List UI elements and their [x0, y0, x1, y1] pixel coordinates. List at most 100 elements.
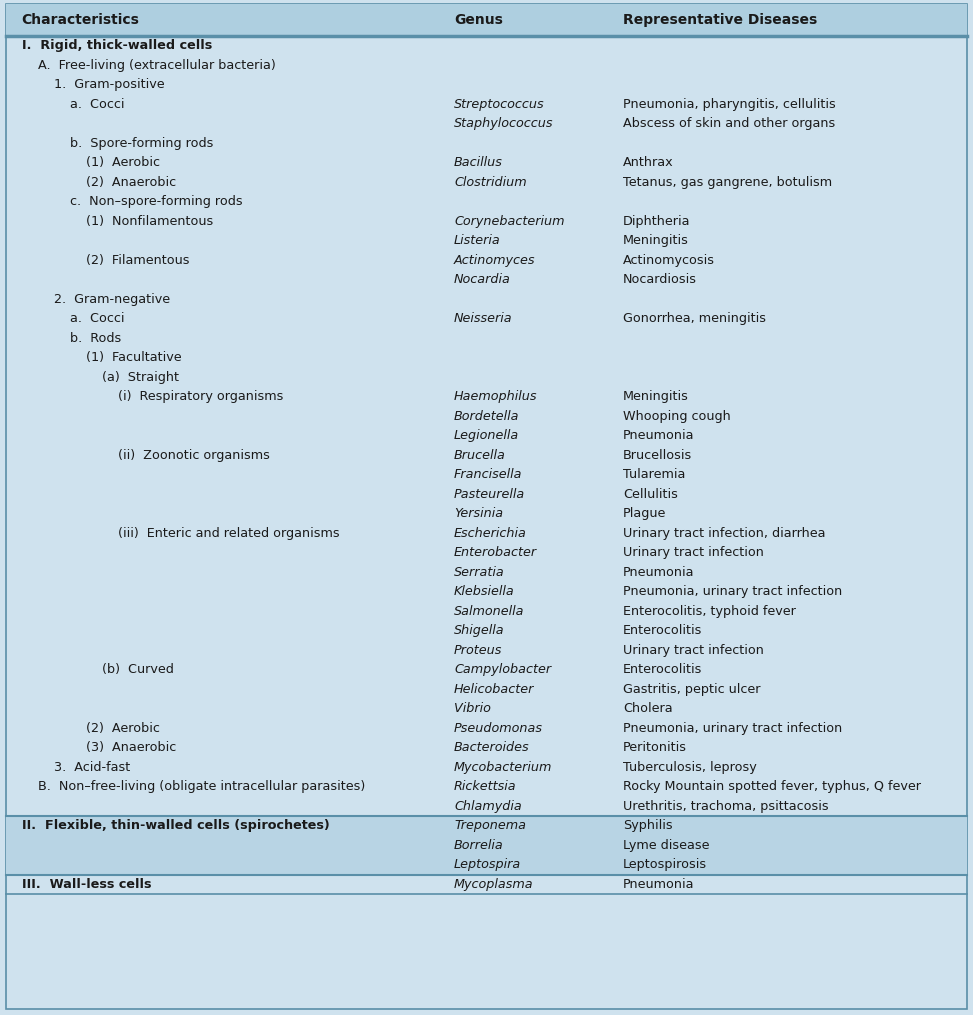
Text: Brucella: Brucella [454, 449, 506, 462]
Text: Legionella: Legionella [454, 429, 520, 443]
Text: Haemophilus: Haemophilus [454, 390, 537, 403]
Text: (ii)  Zoonotic organisms: (ii) Zoonotic organisms [118, 449, 270, 462]
Text: b.  Rods: b. Rods [69, 332, 121, 345]
Text: Shigella: Shigella [454, 624, 505, 637]
Text: III.  Wall-less cells: III. Wall-less cells [21, 878, 151, 891]
Text: Pneumonia: Pneumonia [623, 565, 695, 579]
Text: (1)  Aerobic: (1) Aerobic [86, 156, 160, 170]
Text: (1)  Nonfilamentous: (1) Nonfilamentous [86, 215, 213, 227]
Text: Corynebacterium: Corynebacterium [454, 215, 564, 227]
Text: Vibrio: Vibrio [454, 702, 490, 716]
Text: Pneumonia: Pneumonia [623, 429, 695, 443]
Text: Helicobacter: Helicobacter [454, 683, 534, 695]
Text: Pneumonia: Pneumonia [623, 878, 695, 891]
Text: Campylobacter: Campylobacter [454, 663, 551, 676]
Text: Streptococcus: Streptococcus [454, 97, 545, 111]
Text: Bordetella: Bordetella [454, 410, 520, 423]
Text: Serratia: Serratia [454, 565, 505, 579]
Text: (2)  Filamentous: (2) Filamentous [86, 254, 189, 267]
Text: a.  Cocci: a. Cocci [69, 313, 124, 325]
Text: Pneumonia, urinary tract infection: Pneumonia, urinary tract infection [623, 586, 843, 598]
Text: Salmonella: Salmonella [454, 605, 524, 618]
Text: Actinomycosis: Actinomycosis [623, 254, 715, 267]
Text: Gonorrhea, meningitis: Gonorrhea, meningitis [623, 313, 766, 325]
Text: B.  Non–free-living (obligate intracellular parasites): B. Non–free-living (obligate intracellul… [38, 781, 365, 794]
Text: Chlamydia: Chlamydia [454, 800, 522, 813]
Bar [6, 816, 967, 875]
Text: A.  Free-living (extracellular bacteria): A. Free-living (extracellular bacteria) [38, 59, 275, 72]
Text: Abscess of skin and other organs: Abscess of skin and other organs [623, 118, 836, 130]
Text: Anthrax: Anthrax [623, 156, 673, 170]
Text: Tularemia: Tularemia [623, 468, 686, 481]
Text: Gastritis, peptic ulcer: Gastritis, peptic ulcer [623, 683, 761, 695]
Text: Tuberculosis, leprosy: Tuberculosis, leprosy [623, 761, 757, 773]
Text: Pneumonia, urinary tract infection: Pneumonia, urinary tract infection [623, 722, 843, 735]
Text: Klebsiella: Klebsiella [454, 586, 515, 598]
Text: Bacillus: Bacillus [454, 156, 503, 170]
Text: Borrelia: Borrelia [454, 838, 504, 852]
Text: Leptospirosis: Leptospirosis [623, 859, 707, 871]
Text: Enterobacter: Enterobacter [454, 546, 537, 559]
Text: Yersinia: Yersinia [454, 508, 503, 521]
Text: Whooping cough: Whooping cough [623, 410, 731, 423]
Text: Nocardia: Nocardia [454, 273, 511, 286]
Text: Urinary tract infection: Urinary tract infection [623, 644, 764, 657]
Text: Characteristics: Characteristics [21, 13, 139, 27]
Text: Nocardiosis: Nocardiosis [623, 273, 697, 286]
Text: Leptospira: Leptospira [454, 859, 522, 871]
Text: Lyme disease: Lyme disease [623, 838, 709, 852]
Text: Plague: Plague [623, 508, 667, 521]
Text: (2)  Anaerobic: (2) Anaerobic [86, 176, 176, 189]
Text: Brucellosis: Brucellosis [623, 449, 693, 462]
Text: Genus: Genus [454, 13, 503, 27]
Text: II.  Flexible, thin-walled cells (spirochetes): II. Flexible, thin-walled cells (spiroch… [21, 819, 329, 832]
Text: Enterocolitis: Enterocolitis [623, 624, 703, 637]
Text: Peritonitis: Peritonitis [623, 741, 687, 754]
Text: Pasteurella: Pasteurella [454, 488, 525, 500]
Text: (2)  Aerobic: (2) Aerobic [86, 722, 160, 735]
Text: Diphtheria: Diphtheria [623, 215, 691, 227]
Text: Pneumonia, pharyngitis, cellulitis: Pneumonia, pharyngitis, cellulitis [623, 97, 836, 111]
Text: Urinary tract infection, diarrhea: Urinary tract infection, diarrhea [623, 527, 826, 540]
Text: Rocky Mountain spotted fever, typhus, Q fever: Rocky Mountain spotted fever, typhus, Q … [623, 781, 921, 794]
Text: Actinomyces: Actinomyces [454, 254, 535, 267]
Text: Neisseria: Neisseria [454, 313, 513, 325]
Text: 3.  Acid-fast: 3. Acid-fast [54, 761, 129, 773]
Text: Staphylococcus: Staphylococcus [454, 118, 554, 130]
Text: Mycobacterium: Mycobacterium [454, 761, 553, 773]
Text: 1.  Gram-positive: 1. Gram-positive [54, 78, 164, 91]
Text: a.  Cocci: a. Cocci [69, 97, 124, 111]
Text: I.  Rigid, thick-walled cells: I. Rigid, thick-walled cells [21, 40, 212, 52]
Text: Proteus: Proteus [454, 644, 502, 657]
Text: Representative Diseases: Representative Diseases [623, 13, 817, 27]
Text: Syphilis: Syphilis [623, 819, 672, 832]
Text: Pseudomonas: Pseudomonas [454, 722, 543, 735]
Text: Escherichia: Escherichia [454, 527, 526, 540]
Text: Listeria: Listeria [454, 234, 501, 248]
Text: Enterocolitis: Enterocolitis [623, 663, 703, 676]
Text: Bacteroides: Bacteroides [454, 741, 529, 754]
Text: Rickettsia: Rickettsia [454, 781, 517, 794]
Text: 2.  Gram-negative: 2. Gram-negative [54, 292, 169, 306]
Text: Cellulitis: Cellulitis [623, 488, 678, 500]
Text: Enterocolitis, typhoid fever: Enterocolitis, typhoid fever [623, 605, 796, 618]
Text: (a)  Straight: (a) Straight [101, 370, 178, 384]
Text: (1)  Facultative: (1) Facultative [86, 351, 181, 364]
Text: Cholera: Cholera [623, 702, 672, 716]
Bar [6, 4, 967, 36]
Text: Urethritis, trachoma, psittacosis: Urethritis, trachoma, psittacosis [623, 800, 829, 813]
Text: Francisella: Francisella [454, 468, 523, 481]
Text: (iii)  Enteric and related organisms: (iii) Enteric and related organisms [118, 527, 340, 540]
Text: (3)  Anaerobic: (3) Anaerobic [86, 741, 176, 754]
Text: Urinary tract infection: Urinary tract infection [623, 546, 764, 559]
Text: (i)  Respiratory organisms: (i) Respiratory organisms [118, 390, 283, 403]
Text: Mycoplasma: Mycoplasma [454, 878, 533, 891]
Text: Meningitis: Meningitis [623, 390, 689, 403]
Text: b.  Spore-forming rods: b. Spore-forming rods [69, 137, 213, 150]
Text: Treponema: Treponema [454, 819, 526, 832]
Text: Tetanus, gas gangrene, botulism: Tetanus, gas gangrene, botulism [623, 176, 832, 189]
Text: c.  Non–spore-forming rods: c. Non–spore-forming rods [69, 195, 242, 208]
Text: (b)  Curved: (b) Curved [101, 663, 173, 676]
Text: Meningitis: Meningitis [623, 234, 689, 248]
Text: Clostridium: Clostridium [454, 176, 526, 189]
